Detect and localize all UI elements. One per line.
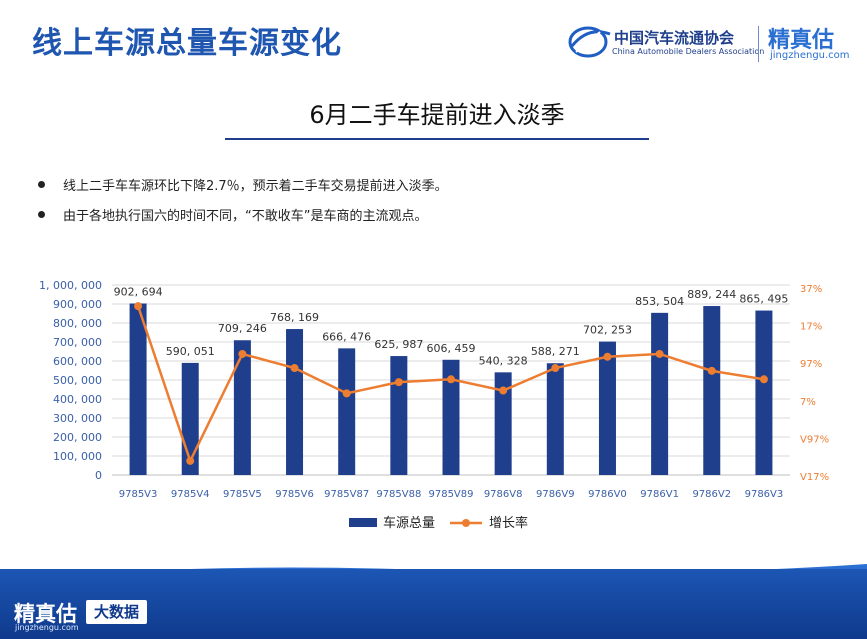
growth-rate-point [238,349,247,358]
bullet-item: 由于各地执行国六的时间不同，“不敢收车”是车商的主流观点。 [38,205,427,224]
growth-rate-point [342,389,351,398]
growth-rate-point [290,364,299,373]
bullet-dot [38,211,45,218]
x-tick-label: 9785V89 [428,489,473,500]
growth-rate-point [447,375,455,384]
y2-tick-label: 37% [800,284,822,295]
y-tick-label: 1, 000, 000 [39,279,102,292]
brand-url: jingzhengu.com [770,50,850,61]
x-tick-label: 9785V87 [324,489,369,500]
y-tick-label: 0 [95,469,102,482]
bar-data-label: 588, 271 [531,345,580,358]
y2-tick-label: 17% [800,322,822,333]
y-tick-label: 700, 000 [53,336,102,349]
bar [703,306,721,475]
subtitle: 6月二手车提前进入淡季 [309,101,565,129]
bar [546,363,564,475]
y-tick-label: 600, 000 [53,355,102,368]
bar-data-label: 709, 246 [218,322,267,335]
bar-data-label: 902, 694 [114,285,163,298]
growth-rate-point [499,386,508,395]
bar [755,310,773,475]
x-tick-label: 9786V3 [745,489,784,500]
x-tick-label: 9785V88 [376,489,421,500]
y-tick-label: 200, 000 [53,431,102,444]
legend-swatch-marker [462,519,470,527]
growth-rate-point [707,366,716,375]
bar [442,359,460,475]
x-tick-label: 9786V9 [536,489,575,500]
footer-brand-url: jingzhengu.com [15,623,79,632]
bar [494,372,512,475]
footer-badge: 大数据 [86,600,148,624]
legend-label: 车源总量 [383,515,435,531]
y-tick-label: 800, 000 [53,317,102,330]
bar-data-label: 540, 328 [479,354,528,367]
bar-data-label: 768, 169 [270,311,319,324]
legend-label: 增长率 [489,515,528,531]
bar-data-label: 853, 504 [635,295,684,308]
y-tick-label: 300, 000 [53,412,102,425]
growth-rate-point [186,456,195,465]
y2-tick-label: 97% [800,359,822,370]
bullet-dot [38,181,45,188]
brand-divider [758,26,759,62]
x-tick-label: 9785V6 [275,489,314,500]
bar-data-label: 889, 244 [687,288,736,301]
x-tick-label: 9786V0 [588,489,627,500]
combo-chart: 0 100, 000 200, 000 300, 000 400, 000 500, 00… [39,279,829,531]
bar [338,348,356,475]
bar [286,329,304,475]
growth-rate-point [394,378,403,387]
bar-data-label: 702, 253 [583,324,632,337]
footer-brand-name: 精真估 [14,602,77,626]
cada-logo [568,26,611,58]
bullet-item: 线上二手车车源环比下降2.7％，预示着二手车交易提前进入淡季。 [38,175,448,194]
x-tick-label: 9785V5 [223,489,262,500]
bar-data-label: 625, 987 [374,338,423,351]
y-tick-label: 400, 000 [53,393,102,406]
bar [129,303,147,475]
bar [390,356,408,475]
y-tick-label: 900, 000 [53,298,102,311]
x-tick-label: 9786V8 [484,489,523,500]
brand-name: 精真估 [768,28,835,53]
x-tick-label: 9786V1 [640,489,679,500]
org-name-en: China Automobile Dealers Association [612,47,765,56]
y-tick-label: 500, 000 [53,374,102,387]
page-title: 线上车源总量车源变化 [32,26,342,61]
growth-rate-point [655,349,664,358]
growth-rate-point [551,364,560,373]
org-name-cn: 中国汽车流通协会 [614,29,735,47]
x-tick-label: 9786V2 [692,489,731,500]
bar [598,341,616,475]
bullet-text: 线上二手车车源环比下降2.7％，预示着二手车交易提前进入淡季。 [63,179,448,194]
subtitle-rule [225,138,649,140]
legend-swatch-bar [349,518,377,527]
bar [233,340,251,475]
x-tick-label: 9785V3 [119,489,158,500]
y2-tick-label: V97% [800,434,829,445]
growth-rate-point [759,375,768,384]
bullet-text: 由于各地执行国六的时间不同，“不敢收车”是车商的主流观点。 [63,209,428,224]
bar [651,312,669,475]
y-tick-label: 100, 000 [53,450,102,463]
bar-data-label: 666, 476 [322,330,371,343]
bar-data-label: 590, 051 [166,345,215,358]
bar-data-label: 865, 495 [739,293,788,306]
y2-tick-label: V17% [800,472,829,483]
growth-rate-point [134,302,143,311]
y2-tick-label: 7% [800,397,816,408]
bar-data-label: 606, 459 [427,342,476,355]
x-tick-label: 9785V4 [171,489,210,500]
growth-rate-point [603,352,612,361]
